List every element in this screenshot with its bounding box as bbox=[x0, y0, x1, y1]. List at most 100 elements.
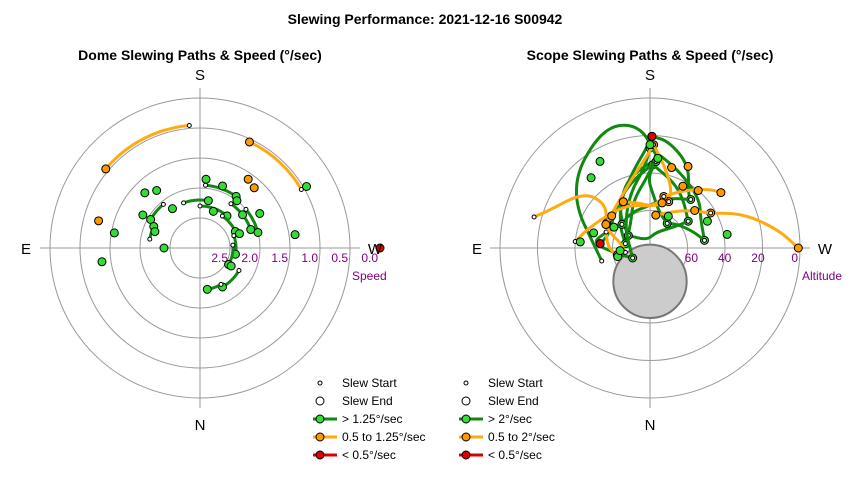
scope-slew-point bbox=[609, 222, 619, 232]
scope-slew-point bbox=[693, 186, 703, 196]
scope-slew-start-point bbox=[531, 214, 537, 220]
dome-slew-start-point bbox=[202, 182, 208, 188]
dome-slew-end-point bbox=[101, 164, 111, 174]
scope-slew-point bbox=[618, 197, 628, 207]
scope-slew-point bbox=[595, 156, 605, 166]
scope-slew-point bbox=[615, 246, 625, 256]
scope-dir-bottom: N bbox=[645, 417, 656, 434]
dome-slew-point bbox=[238, 210, 248, 220]
dome-slew-point bbox=[140, 188, 150, 198]
scope-tick-label: 40 bbox=[718, 251, 732, 265]
scope-slew-path bbox=[532, 194, 609, 225]
scope-slew-point bbox=[690, 206, 700, 216]
scope-slew-start-point bbox=[688, 196, 694, 202]
scope-tick-label: 20 bbox=[751, 251, 765, 265]
dome-dir-right: W bbox=[368, 241, 383, 258]
dome-radial-axis-name: Speed bbox=[352, 269, 387, 283]
dome-slew-point bbox=[290, 230, 300, 240]
dome-legend-label: < 0.5°/sec bbox=[342, 448, 396, 462]
scope-legend-fast-swatch bbox=[461, 414, 471, 424]
dome-slew-end-point bbox=[203, 196, 213, 206]
dome-legend-fast-swatch bbox=[315, 414, 325, 424]
scope-slew-start-point bbox=[664, 220, 670, 226]
scope-slew-start-point bbox=[661, 193, 667, 199]
dome-slew-point bbox=[208, 206, 218, 216]
scope-slew-point bbox=[586, 173, 596, 183]
scope-legend-label: 0.5 to 2°/sec bbox=[488, 430, 555, 444]
dome-chart-title: Dome Slewing Paths & Speed (°/sec) bbox=[78, 47, 322, 63]
dome-slew-start-point bbox=[236, 268, 242, 273]
dome-slew-point bbox=[94, 216, 104, 226]
dome-tick-label: 0.0 bbox=[361, 251, 378, 265]
scope-legend-label: < 0.5°/sec bbox=[488, 448, 542, 462]
scope-slew-end-point bbox=[601, 220, 611, 230]
dome-slew-point bbox=[152, 185, 162, 195]
scope-legend-start-swatch bbox=[463, 380, 469, 386]
scope-slew-point bbox=[657, 198, 667, 208]
scope-slew-point bbox=[607, 211, 617, 221]
dome-slew-point bbox=[232, 196, 242, 206]
dome-slew-start-point bbox=[228, 201, 234, 207]
scope-slew-point bbox=[793, 243, 803, 253]
dome-slew-start-point bbox=[147, 236, 153, 242]
scope-legend-label: Slew Start bbox=[488, 376, 543, 390]
scope-slew-point bbox=[702, 216, 712, 226]
figure-title: Slewing Performance: 2021-12-16 S00942 bbox=[288, 11, 563, 27]
scope-legend-label: > 2°/sec bbox=[488, 412, 532, 426]
scope-slew-point bbox=[667, 163, 677, 173]
dome-slew-start-point bbox=[243, 206, 249, 212]
scope-slew-point bbox=[722, 229, 732, 239]
scope-slew-point bbox=[653, 153, 663, 163]
dome-tick-label: 0.5 bbox=[331, 251, 348, 265]
dome-slew-point bbox=[138, 210, 148, 220]
dome-slew-point bbox=[226, 261, 236, 271]
scope-slew-point bbox=[663, 211, 673, 221]
dome-slew-start-point bbox=[230, 242, 236, 248]
dome-legend: Slew Start Slew End > 1.25°/sec 0.5 to 1.25… bbox=[313, 376, 426, 462]
scope-slew-start-point bbox=[630, 255, 636, 261]
dome-slew-point bbox=[150, 227, 160, 237]
scope-slew-start-point bbox=[619, 221, 625, 227]
scope-legend-slow-swatch bbox=[461, 450, 471, 460]
dome-slew-point bbox=[249, 183, 259, 193]
scope-chart-title: Scope Slewing Paths & Speed (°/sec) bbox=[527, 47, 774, 63]
dome-slew-point bbox=[243, 174, 253, 184]
scope-slew-point bbox=[595, 239, 605, 249]
dome-tick-label: 1.5 bbox=[271, 251, 288, 265]
dome-slew-end-point bbox=[202, 284, 212, 294]
scope-slew-end-point bbox=[716, 188, 726, 198]
scope-slew-point bbox=[683, 161, 693, 171]
scope-slew-point bbox=[647, 131, 657, 141]
dome-slew-end-point bbox=[244, 137, 254, 147]
dome-legend-start-swatch bbox=[317, 380, 323, 386]
dome-legend-label: 0.5 to 1.25°/sec bbox=[342, 430, 426, 444]
dome-slew-start-point bbox=[181, 200, 187, 206]
dome-slew-point bbox=[255, 209, 265, 218]
scope-legend-label: Slew End bbox=[488, 394, 539, 408]
dome-slew-point bbox=[375, 243, 385, 253]
dome-slew-start-point bbox=[219, 213, 225, 219]
scope-slew-path bbox=[651, 163, 690, 223]
dome-slew-arc bbox=[247, 140, 303, 191]
dome-legend-label: Slew Start bbox=[342, 376, 397, 390]
dome-slew-start-point bbox=[160, 201, 166, 207]
scope-slew-path bbox=[709, 211, 800, 250]
dome-legend-slow-swatch bbox=[315, 450, 325, 460]
scope-slew-point bbox=[645, 140, 655, 150]
dome-data bbox=[94, 122, 385, 294]
scope-legend-end-swatch bbox=[461, 396, 471, 406]
scope-slew-path bbox=[652, 143, 673, 204]
scope-dir-top: S bbox=[645, 67, 655, 84]
dome-slew-point bbox=[159, 243, 169, 253]
dome-dir-left: E bbox=[21, 241, 31, 258]
dome-slew-start-point bbox=[186, 122, 192, 128]
scope-slew-point bbox=[678, 181, 688, 191]
dome-slew-start-point bbox=[218, 281, 224, 287]
scope-slew-end-point bbox=[651, 210, 661, 220]
scope-slew-path bbox=[626, 219, 690, 241]
dome-slew-point bbox=[201, 174, 211, 184]
dome-slew-point bbox=[218, 181, 228, 191]
scope-polar-chart: Scope Slewing Paths & Speed (°/sec) 60 40… bbox=[459, 47, 842, 462]
dome-slew-point bbox=[167, 204, 177, 214]
